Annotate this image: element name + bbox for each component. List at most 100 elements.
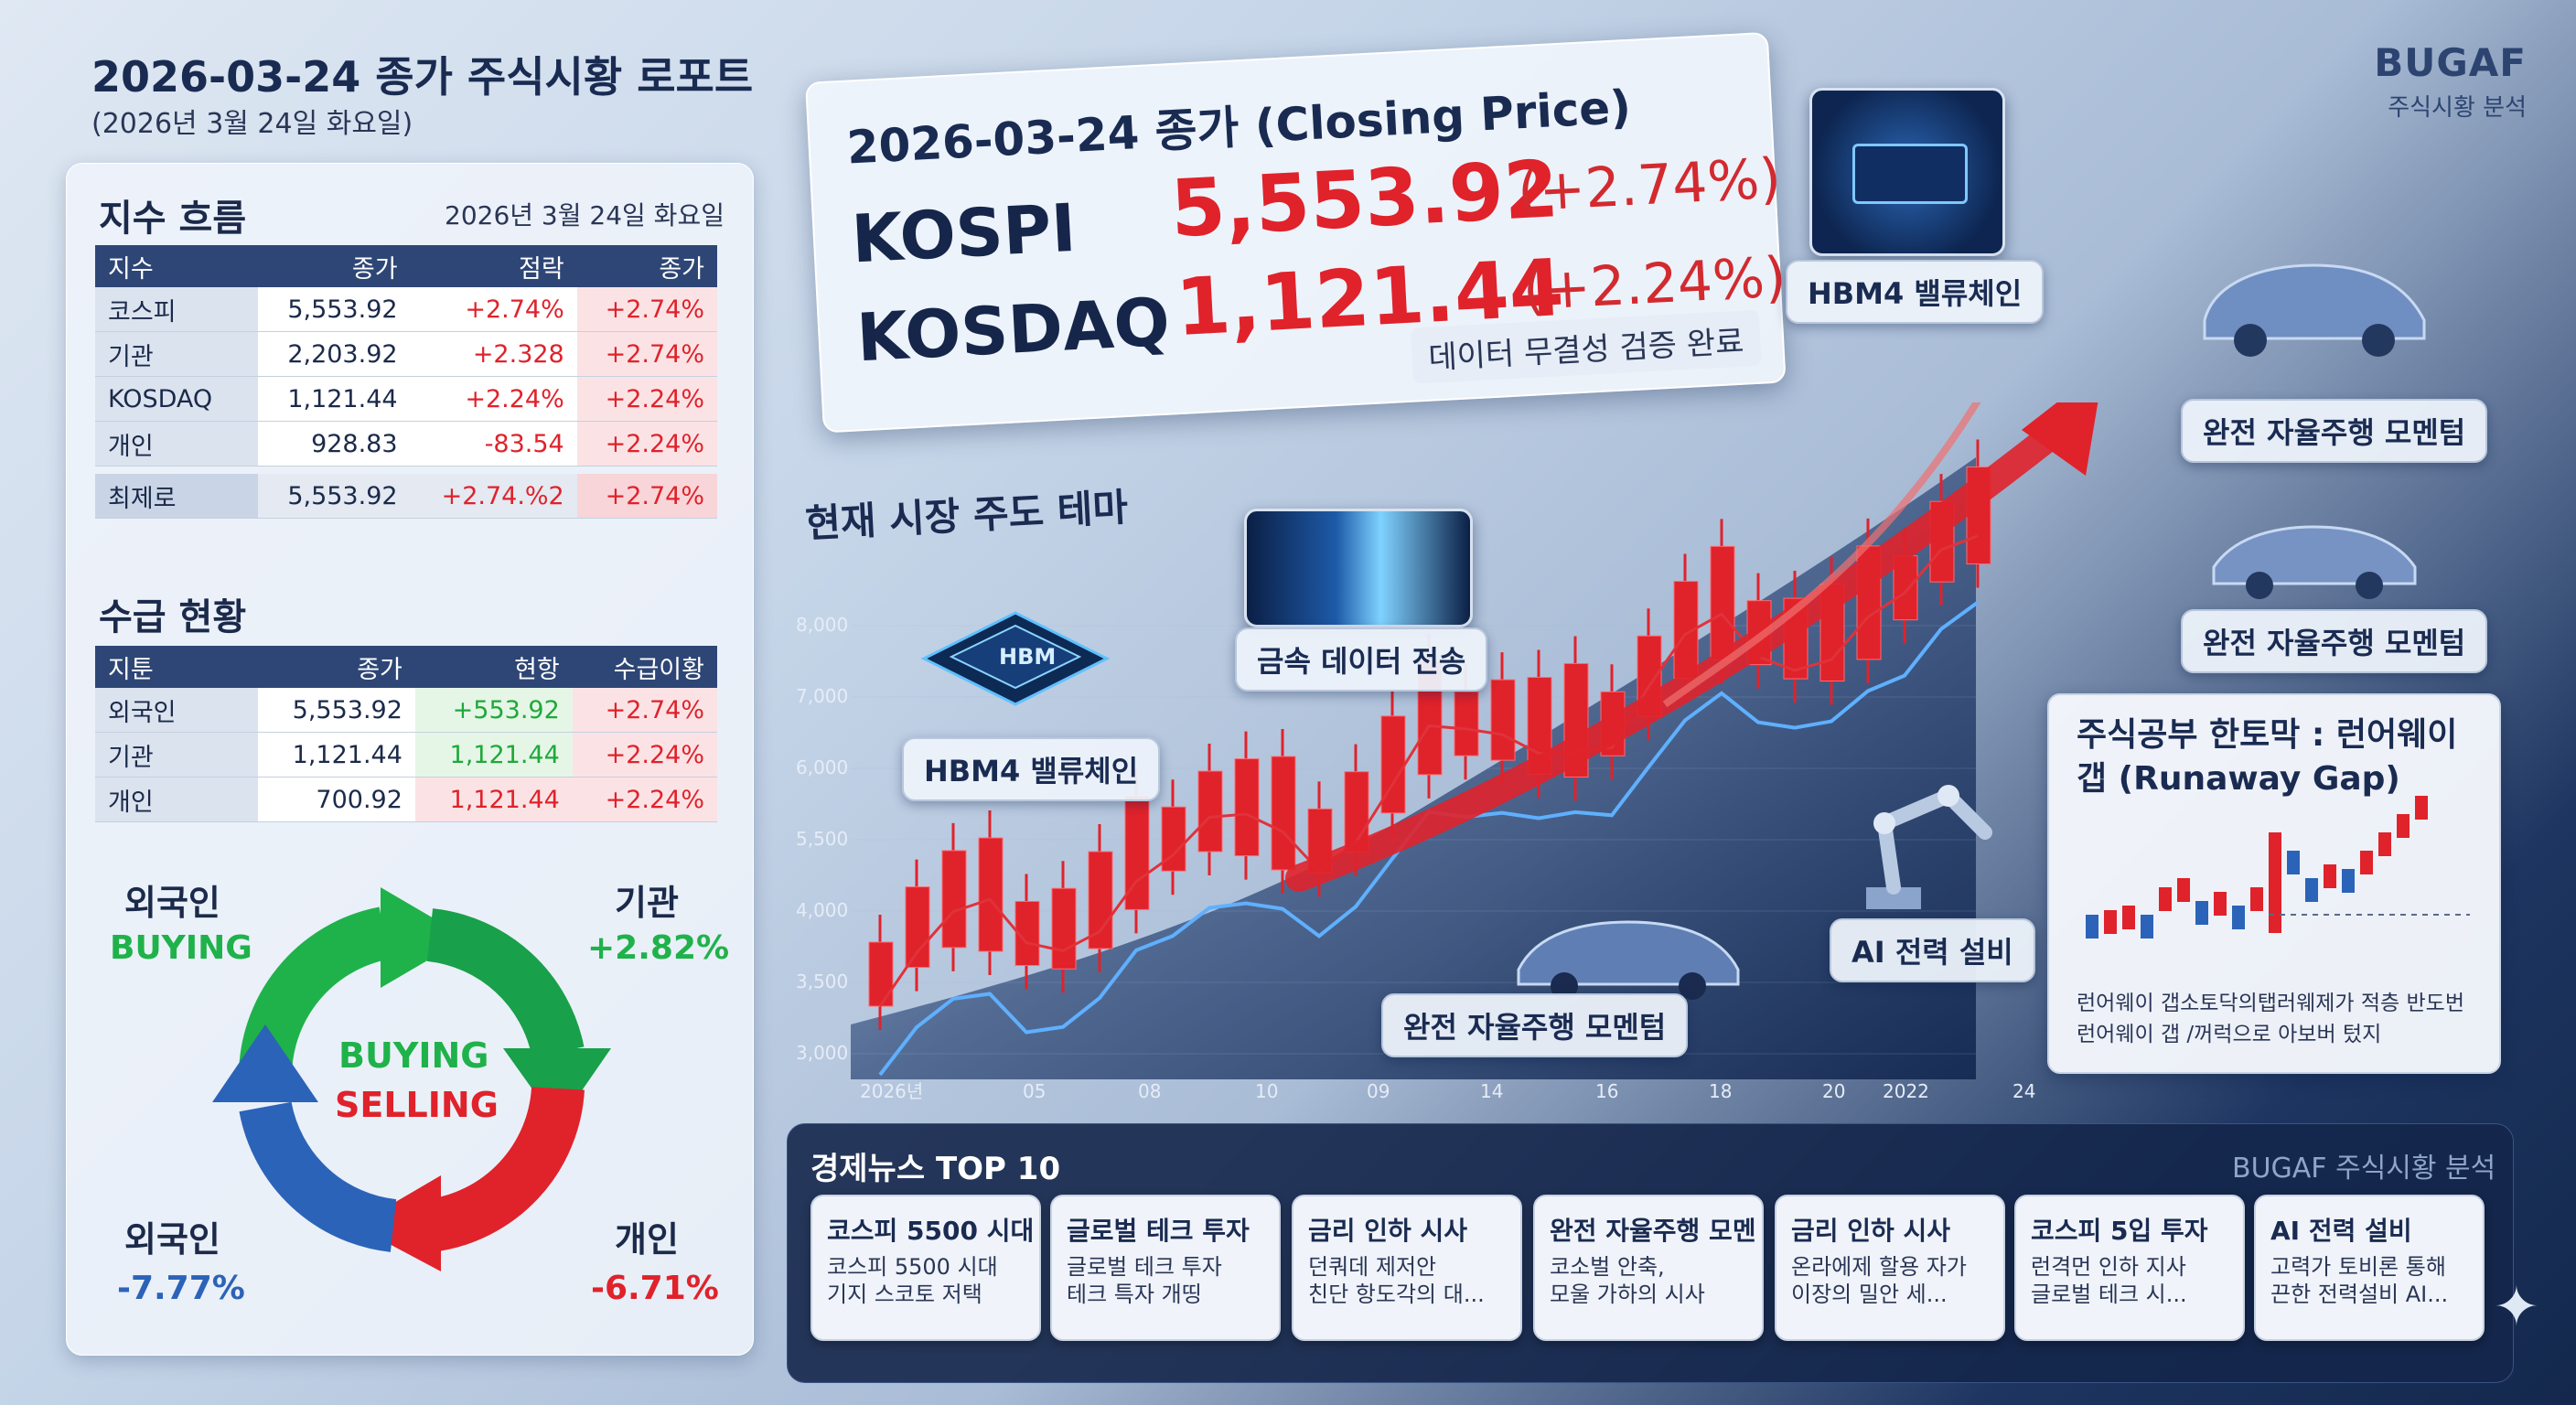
runaway-gap-chart	[2086, 796, 2470, 938]
study-candle	[2415, 796, 2428, 820]
theme-hbm-top[interactable]: HBM4 밸류체인	[1786, 260, 2045, 324]
row-rate: +2.24%	[572, 777, 717, 822]
table-row: 기관 1,121.44 1,121.44 +2.24%	[95, 732, 717, 778]
theme-autonomous-2[interactable]: 완전 자율주행 모멘텀	[2181, 609, 2488, 673]
page-subtitle: (2026년 3월 24일 화요일)	[91, 108, 413, 140]
candle-body	[941, 850, 967, 949]
red-arrow-arc	[425, 1086, 585, 1252]
study-candle	[2342, 869, 2355, 893]
x-tick-label: 10	[1255, 1080, 1278, 1102]
news-card[interactable]: 완전 자율주행 모멘 코소벌 안축, 모울 가하의 시사	[1533, 1195, 1764, 1341]
row-name: 기관	[95, 331, 258, 377]
y-axis-labels: 8,000 7,000 6,000 5,500 4,000 3,500 3,00…	[796, 614, 848, 1064]
car-icon	[1517, 920, 1740, 1000]
theme-autonomous-center[interactable]: 완전 자율주행 모멘텀	[1381, 993, 1689, 1057]
table-row: 개인 928.83 -83.54 +2.24%	[95, 421, 717, 467]
row-close: 700.92	[258, 777, 415, 822]
brand-name: BUGAF	[2374, 40, 2527, 85]
row-name: KOSDAQ	[95, 376, 258, 422]
theme-autonomous-1[interactable]: 완전 자율주행 모멘텀	[2181, 399, 2488, 463]
candle-body	[1710, 545, 1735, 660]
row-rate: +2.24%	[576, 376, 717, 422]
news-card[interactable]: 금리 인하 시사 온라에제 할용 자가 이장의 밀안 세...	[1775, 1195, 2005, 1341]
hbm-chip-text: HBM	[999, 644, 1056, 670]
row-rate: +2.74%	[576, 474, 717, 519]
column-header: 점락	[410, 245, 577, 287]
trend-line-red	[878, 534, 1979, 1007]
car-icon	[2212, 525, 2417, 599]
sparkle-icon: ✦	[2493, 1275, 2539, 1339]
candle-body	[1490, 679, 1516, 761]
index-section-date: 2026년 3월 24일 화요일	[445, 200, 724, 231]
theme-ai-power[interactable]: AI 전력 설비	[1830, 918, 2035, 982]
flow-inst-label: 기관	[615, 883, 679, 923]
news-card[interactable]: 코스피 5입 투자 런격먼 인하 지사 글로벌 테크 시...	[2014, 1195, 2245, 1341]
news-body: 고력가 토비론 통해 끈한 전력설비 AI...	[2270, 1254, 2449, 1307]
candlestick-chart: 8,000 7,000 6,000 5,500 4,000 3,500 3,00…	[796, 402, 2098, 1102]
supply-section-title: 수급 현황	[99, 596, 247, 638]
news-headline: 코스피 5입 투자	[2031, 1216, 2208, 1246]
study-candle	[2324, 864, 2336, 888]
row-name: 개인	[95, 777, 258, 822]
column-header: 수급이황	[572, 646, 717, 688]
row-rate: +2.24%	[572, 732, 717, 778]
x-tick-label: 2026년	[860, 1080, 923, 1102]
trend-arrow-head	[2022, 402, 2098, 476]
study-candle	[2305, 878, 2318, 902]
theme-hbm-left[interactable]: HBM4 밸류체인	[902, 737, 1161, 801]
row-rate: +2.74%	[576, 287, 717, 332]
news-card[interactable]: 코스피 5500 시대 코스피 5500 시대 기지 스코토 저택	[810, 1195, 1041, 1341]
supply-table: 지툰 종가 현항 수급이황 외국인 5,553.92 +553.92 +2.74…	[95, 646, 717, 822]
kosdaq-label: KOSDAQ	[854, 283, 1172, 377]
row-status: 1,121.44	[414, 777, 573, 822]
row-name: 기관	[95, 732, 258, 778]
table-row: 개인 700.92 1,121.44 +2.24%	[95, 777, 717, 822]
row-close: 5,553.92	[258, 474, 411, 519]
flow-foreign-bottom-sub: -7.77%	[117, 1270, 245, 1307]
x-tick-label: 2022	[1883, 1080, 1929, 1102]
study-candle	[2104, 910, 2117, 934]
row-status: 1,121.44	[414, 732, 573, 778]
table-row: 기관 2,203.92 +2.328 +2.74%	[95, 331, 717, 377]
row-name: 최제로	[95, 474, 258, 519]
column-header: 지툰	[95, 646, 258, 688]
flow-foreign-bottom-label: 외국인	[124, 1219, 220, 1260]
column-header: 종가	[576, 245, 717, 287]
row-rate: +2.74%	[572, 688, 717, 733]
news-card[interactable]: 금리 인하 시사 던쿼데 제저안 친단 항도각의 대...	[1292, 1195, 1522, 1341]
news-headline: 완전 자율주행 모멘	[1550, 1216, 1756, 1246]
row-close: 928.83	[258, 421, 411, 467]
news-card[interactable]: 글로벌 테크 투자 글로벌 테크 투자 테크 특자 개띵	[1050, 1195, 1281, 1341]
study-desc-line: 런어웨이 갭소토닥의탭러웨제가 적층 반도번	[2077, 992, 2464, 1015]
news-headline: AI 전력 설비	[2270, 1216, 2412, 1246]
news-card[interactable]: AI 전력 설비 고력가 토비론 통해 끈한 전력설비 AI...	[2254, 1195, 2485, 1341]
x-tick-label: 18	[1709, 1080, 1732, 1102]
page-title: 2026-03-24 종가 주식시황 로포트	[91, 52, 754, 102]
study-candle	[2177, 878, 2190, 902]
x-tick-label: 08	[1138, 1080, 1161, 1102]
row-change: +2.74%	[410, 287, 577, 332]
news-body: 런격먼 인하 지사 글로벌 테크 시...	[2031, 1254, 2187, 1307]
table-row: KOSDAQ 1,121.44 +2.24% +2.24%	[95, 376, 717, 422]
row-name: 외국인	[95, 688, 258, 733]
flow-cycle-diagram	[212, 887, 611, 1271]
candle-body	[1454, 691, 1479, 756]
candle-body	[1197, 770, 1223, 853]
flow-retail-label: 개인	[615, 1219, 679, 1260]
row-name: 개인	[95, 421, 258, 467]
study-candle	[2287, 851, 2300, 874]
x-tick-label: 14	[1480, 1080, 1503, 1102]
news-body: 글로벌 테크 투자 테크 특자 개띵	[1067, 1254, 1222, 1307]
row-rate: +2.74%	[576, 331, 717, 377]
x-axis-labels: 2026년 05 08 10 09 14 16 18 20 2022 24	[860, 1080, 2035, 1102]
row-name: 코스피	[95, 287, 258, 332]
study-candle	[2122, 906, 2135, 929]
theme-data-transfer[interactable]: 금속 데이터 전송	[1235, 627, 1488, 692]
index-section-title: 지수 흐름	[99, 198, 247, 240]
x-tick-label: 16	[1595, 1080, 1618, 1102]
row-change: +2.328	[410, 331, 577, 377]
study-candle	[2232, 906, 2245, 929]
hbm-chip-icon: HBM	[920, 611, 1111, 706]
column-header: 현항	[414, 646, 573, 688]
flow-retail-sub: -6.71%	[591, 1270, 719, 1307]
